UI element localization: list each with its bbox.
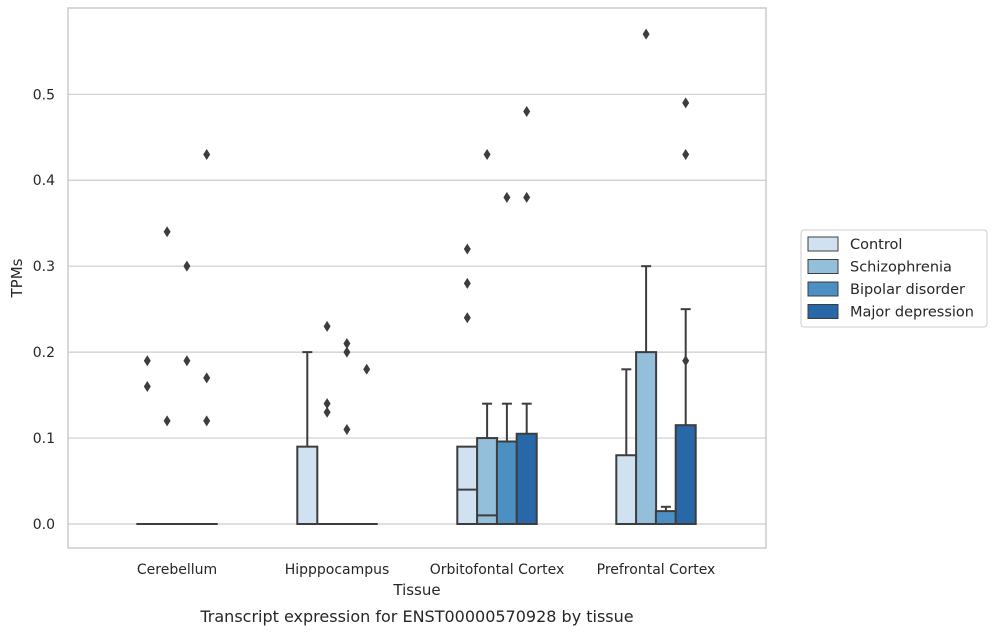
box-group [175, 260, 198, 526]
outlier-point [183, 355, 191, 367]
outlier-point [343, 338, 351, 350]
outlier-point [463, 312, 471, 324]
box-group [136, 355, 159, 526]
x-tick-labels: Cerebellum Hipppocampus Orbitofontal Corte… [137, 562, 715, 578]
y-tick-label: 0.4 [33, 173, 55, 189]
x-tick-label: Hipppocampus [285, 562, 390, 578]
legend-entries: Control Schizophrenia Bipolar disorder Majo… [807, 236, 974, 321]
outlier-point [523, 191, 531, 203]
outlier-point [682, 148, 690, 160]
box-group [195, 148, 218, 526]
box-group [355, 363, 378, 526]
box-group [674, 97, 697, 526]
outlier-point [523, 105, 531, 117]
outlier-point [682, 355, 690, 367]
y-tick-label: 0.1 [33, 431, 55, 447]
legend-swatch [807, 281, 839, 297]
box [635, 351, 658, 525]
y-tick-label: 0.5 [33, 87, 55, 103]
outlier-point [203, 415, 211, 427]
x-tick-label: Cerebellum [137, 562, 217, 578]
y-tick-labels: 0.0 0.1 0.2 0.3 0.4 0.5 [33, 87, 55, 533]
box-group [156, 226, 179, 526]
box [495, 440, 518, 525]
outlier-point [343, 423, 351, 435]
box [654, 510, 677, 526]
outlier-point [323, 398, 331, 410]
y-tick-label: 0.3 [33, 259, 55, 275]
box-group [296, 351, 319, 525]
box-group [316, 320, 339, 526]
outlier-point [323, 406, 331, 418]
x-tick-label: Prefrontal Cortex [597, 562, 716, 578]
plot-background [68, 8, 766, 548]
box [674, 424, 697, 526]
outlier-point [203, 148, 211, 160]
outlier-point [143, 355, 151, 367]
outlier-point [323, 320, 331, 332]
legend-swatch [807, 236, 839, 252]
legend-label: Control [850, 237, 902, 253]
box-group [615, 368, 638, 525]
outlier-point [163, 226, 171, 238]
outlier-point [463, 277, 471, 289]
y-tick-label: 0.0 [33, 517, 55, 533]
legend-frame [800, 229, 988, 328]
legend-label: Bipolar disorder [850, 282, 965, 298]
outlier-point [682, 97, 690, 109]
outlier-point [363, 363, 371, 375]
y-tick-label: 0.2 [33, 345, 55, 361]
legend-swatch [807, 259, 839, 274]
x-tick-label: Orbitofontal Cortex [430, 562, 565, 578]
legend-label: Major depression [850, 305, 974, 321]
box [456, 445, 479, 525]
outlier-point [642, 28, 650, 40]
legend-swatch [807, 304, 839, 319]
box [515, 432, 538, 525]
outlier-point [463, 243, 471, 255]
outlier-point [183, 260, 191, 272]
outlier-point [203, 372, 211, 384]
box-group [515, 105, 538, 525]
legend-label: Schizophrenia [850, 260, 952, 276]
outlier-point [163, 415, 171, 427]
box [476, 437, 499, 525]
box-groups [136, 28, 697, 526]
box-group [476, 148, 499, 525]
box [615, 454, 638, 525]
outlier-point [483, 148, 491, 160]
outlier-point [143, 380, 151, 392]
outlier-point [503, 191, 511, 203]
plot-frame [67, 7, 767, 549]
box [296, 445, 319, 525]
outlier-point [343, 346, 351, 358]
box-group [635, 28, 658, 525]
x-axis-label: Tissue [392, 581, 440, 599]
y-axis-label: TPMs [8, 258, 26, 298]
legend: Control Schizophrenia Bipolar disorder Majo… [800, 229, 988, 328]
chart-caption: Transcript expression for ENST0000057092… [199, 607, 633, 626]
